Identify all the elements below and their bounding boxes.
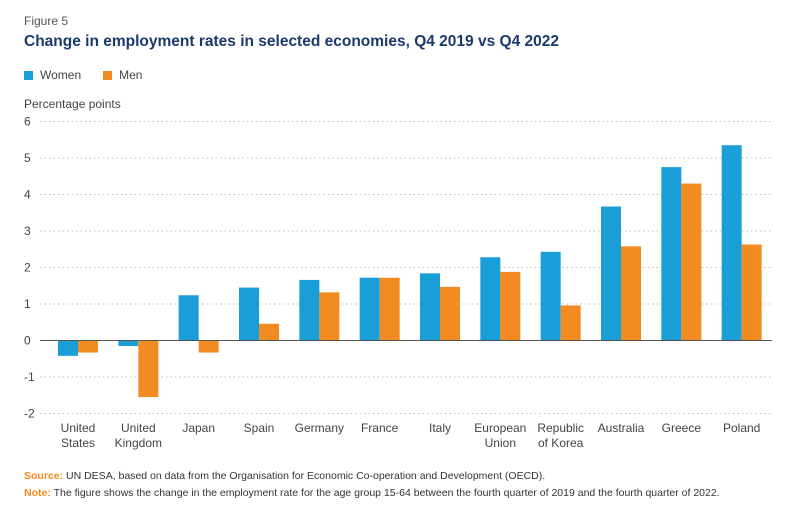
source-note: Source: UN DESA, based on data from the … xyxy=(24,470,545,482)
note-text: The figure shows the change in the emplo… xyxy=(53,487,720,499)
bar-men xyxy=(500,271,521,341)
bar-women xyxy=(359,277,380,341)
x-tick-label: Italy xyxy=(429,421,451,435)
bar-women xyxy=(601,206,621,341)
legend-swatch-men xyxy=(103,70,113,80)
bar-women xyxy=(118,340,139,346)
bar-women xyxy=(480,257,501,341)
note-label: Note: xyxy=(24,487,51,499)
legend-swatch-women xyxy=(24,70,33,80)
bar-men xyxy=(319,292,340,341)
x-tick-label: United xyxy=(121,421,156,435)
x-tick-label: European xyxy=(474,421,526,435)
footnote: Note: The figure shows the change in the… xyxy=(24,487,720,499)
x-tick-label: Spain xyxy=(244,421,275,435)
bar-women xyxy=(299,279,320,341)
x-tick-label: Greece xyxy=(662,421,702,435)
x-tick-label: France xyxy=(361,421,399,435)
bar-women xyxy=(540,251,561,341)
x-tick-label: United xyxy=(61,421,96,435)
y-tick-label: -1 xyxy=(24,370,35,384)
bar-women xyxy=(58,340,78,356)
x-tick-label: of Korea xyxy=(538,436,584,450)
legend: Women Men xyxy=(24,68,142,82)
legend-item-men: Men xyxy=(103,68,142,82)
bar-men xyxy=(681,183,702,341)
x-tick-label: Germany xyxy=(295,421,344,435)
bar-men xyxy=(379,277,400,341)
figure-label: Figure 5 xyxy=(24,14,69,28)
bar-men xyxy=(259,323,279,341)
bar-women xyxy=(721,145,742,341)
legend-label-men: Men xyxy=(119,68,143,82)
bar-women xyxy=(420,273,440,341)
bar-men xyxy=(198,340,219,353)
bar-women xyxy=(661,167,682,341)
y-tick-label: 1 xyxy=(24,297,31,311)
legend-label-women: Women xyxy=(40,68,82,82)
x-tick-label: Union xyxy=(485,436,516,450)
bar-men xyxy=(138,340,159,398)
chart-title: Change in employment rates in selected e… xyxy=(24,33,559,50)
x-tick-label: Kingdom xyxy=(115,436,162,450)
legend-item-women: Women xyxy=(24,68,81,82)
source-label: Source: xyxy=(24,470,64,482)
y-axis-label: Percentage points xyxy=(24,97,121,111)
y-tick-label: 5 xyxy=(24,151,31,165)
bar-men xyxy=(621,246,641,341)
y-tick-label: 2 xyxy=(24,261,31,275)
x-tick-label: Poland xyxy=(723,421,760,435)
source-text: UN DESA, based on data from the Organisa… xyxy=(66,470,546,482)
y-tick-label: -2 xyxy=(24,407,35,421)
bar-women xyxy=(178,295,199,341)
x-tick-label: States xyxy=(61,436,95,450)
x-tick-label: Japan xyxy=(182,421,215,435)
y-tick-label: 4 xyxy=(24,188,31,202)
bar-men xyxy=(440,286,460,341)
y-tick-label: 0 xyxy=(24,334,31,348)
y-tick-label: 6 xyxy=(24,115,31,129)
bar-men xyxy=(78,340,98,353)
bar-women xyxy=(239,287,259,341)
x-tick-label: Republic xyxy=(537,421,584,435)
x-tick-label: Australia xyxy=(598,421,645,435)
y-tick-label: 3 xyxy=(24,224,31,238)
bar-men xyxy=(741,244,762,341)
bar-men xyxy=(560,305,581,341)
